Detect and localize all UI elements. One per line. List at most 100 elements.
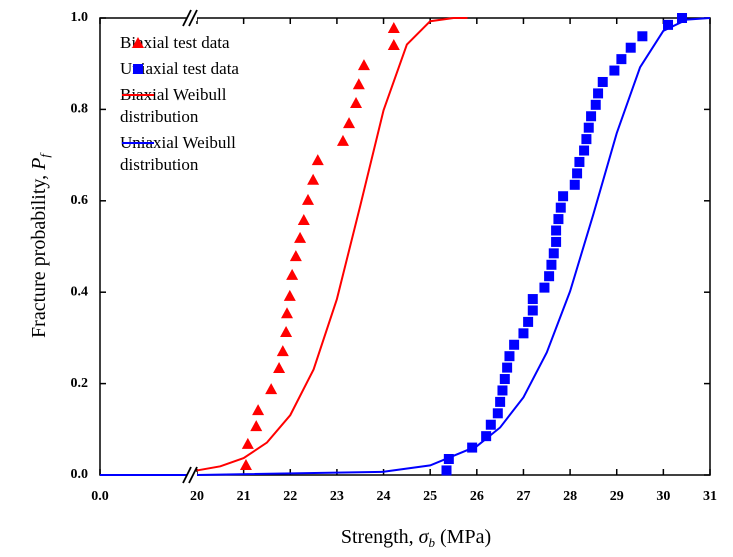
x-tick-label: 26 [470,489,484,504]
triangle-marker [301,193,314,205]
legend-entry: Uniaxial test data [120,58,320,80]
legend-marker [132,37,144,48]
x-tick-label: 29 [610,489,624,504]
square-marker [548,248,559,259]
square-marker [553,214,564,225]
triangle-marker [343,117,356,129]
square-marker [523,316,534,327]
triangle-marker [297,213,310,225]
x-label-unit: (MPa) [440,526,491,548]
square-marker [551,225,562,236]
x-axis-label: Strength, σb (MPa) [341,526,491,554]
y-label-symbol: P [28,158,50,171]
triangle-marker [250,420,263,432]
triangle-marker [265,383,278,395]
triangle-marker [336,134,349,146]
data-layer [100,13,711,476]
axis-break-mark [188,9,198,27]
y-tick-label: 0.2 [71,376,89,391]
triangle-marker [239,458,252,470]
square-marker [485,419,496,430]
square-marker [443,454,454,465]
square-marker [663,19,674,30]
square-marker [583,122,594,133]
legend-symbol [122,142,154,144]
square-marker [574,156,585,167]
triangle-marker [307,173,320,185]
square-marker [581,134,592,145]
triangle-marker [252,404,265,416]
y-tick-label: 0.6 [71,193,89,208]
x-tick-label: 28 [563,489,577,504]
legend-entry: Biaxial test data [120,32,320,54]
square-marker [555,202,566,213]
x-tick-label: 30 [656,489,670,504]
legend-label: Biaxial Weibull distribution [120,85,227,126]
square-marker [572,168,583,179]
triangle-marker [276,345,289,357]
x-tick-label: 21 [237,489,251,504]
x-tick-label: 0.0 [91,489,109,504]
square-marker [509,339,520,350]
y-tick-label: 0.4 [71,284,89,299]
triangle-marker [273,362,286,374]
axis-break-mark [188,466,198,484]
square-marker [551,236,562,247]
weibull-line [196,17,468,472]
x-tick-label: 24 [377,489,391,504]
square-marker [546,259,557,270]
y-axis-label: Fracture probability, Pf [28,152,52,338]
x-tick-label: 23 [330,489,344,504]
x-tick-label: 20 [190,489,204,504]
square-marker [502,362,513,373]
square-marker [677,13,688,23]
x-label-text: Strength, [341,526,414,548]
triangle-marker [283,289,296,301]
square-marker [539,282,550,293]
square-marker [527,305,538,316]
legend-label: Uniaxial Weibull distribution [120,133,236,174]
y-tick-label: 1.0 [71,10,89,25]
square-marker [625,42,636,53]
y-label-subscript: f [37,152,52,158]
triangle-marker [311,154,324,166]
triangle-marker [281,307,294,319]
triangle-marker [289,250,302,262]
square-marker [569,179,580,190]
square-marker [504,351,515,362]
legend: Biaxial test data Uniaxial test data Biaxi… [120,32,320,180]
weibull-line [100,17,711,476]
triangle-marker [352,78,365,90]
square-marker [492,408,503,419]
x-tick-label: 31 [703,489,717,504]
x-label-symbol: σ [419,526,430,548]
x-label-subscript: b [429,535,436,550]
y-tick-label: 0.0 [71,467,89,482]
plot-frame [99,17,711,476]
square-marker [597,76,608,87]
square-marker [579,145,590,156]
x-tick-label: 25 [423,489,437,504]
triangle-marker [350,97,363,109]
y-label-text: Fracture probability, [28,175,50,338]
legend-label: Biaxial test data [120,33,230,52]
square-marker [527,294,538,305]
square-marker [544,271,555,282]
legend-symbol [122,94,154,96]
axis-break-mark [182,466,192,484]
legend-entry: Uniaxial Weibull distribution [120,132,320,176]
y-tick-label: 0.8 [71,102,89,117]
square-marker [497,385,508,396]
triangle-marker [280,325,293,337]
square-marker [499,374,510,385]
square-marker [558,191,569,202]
axis-break-mark [182,9,192,27]
legend-label: Uniaxial test data [120,59,239,78]
legend-marker [133,64,143,74]
triangle-marker [387,38,400,50]
x-tick-label: 22 [283,489,297,504]
legend-symbol [132,37,144,48]
x-tick-label: 27 [516,489,530,504]
